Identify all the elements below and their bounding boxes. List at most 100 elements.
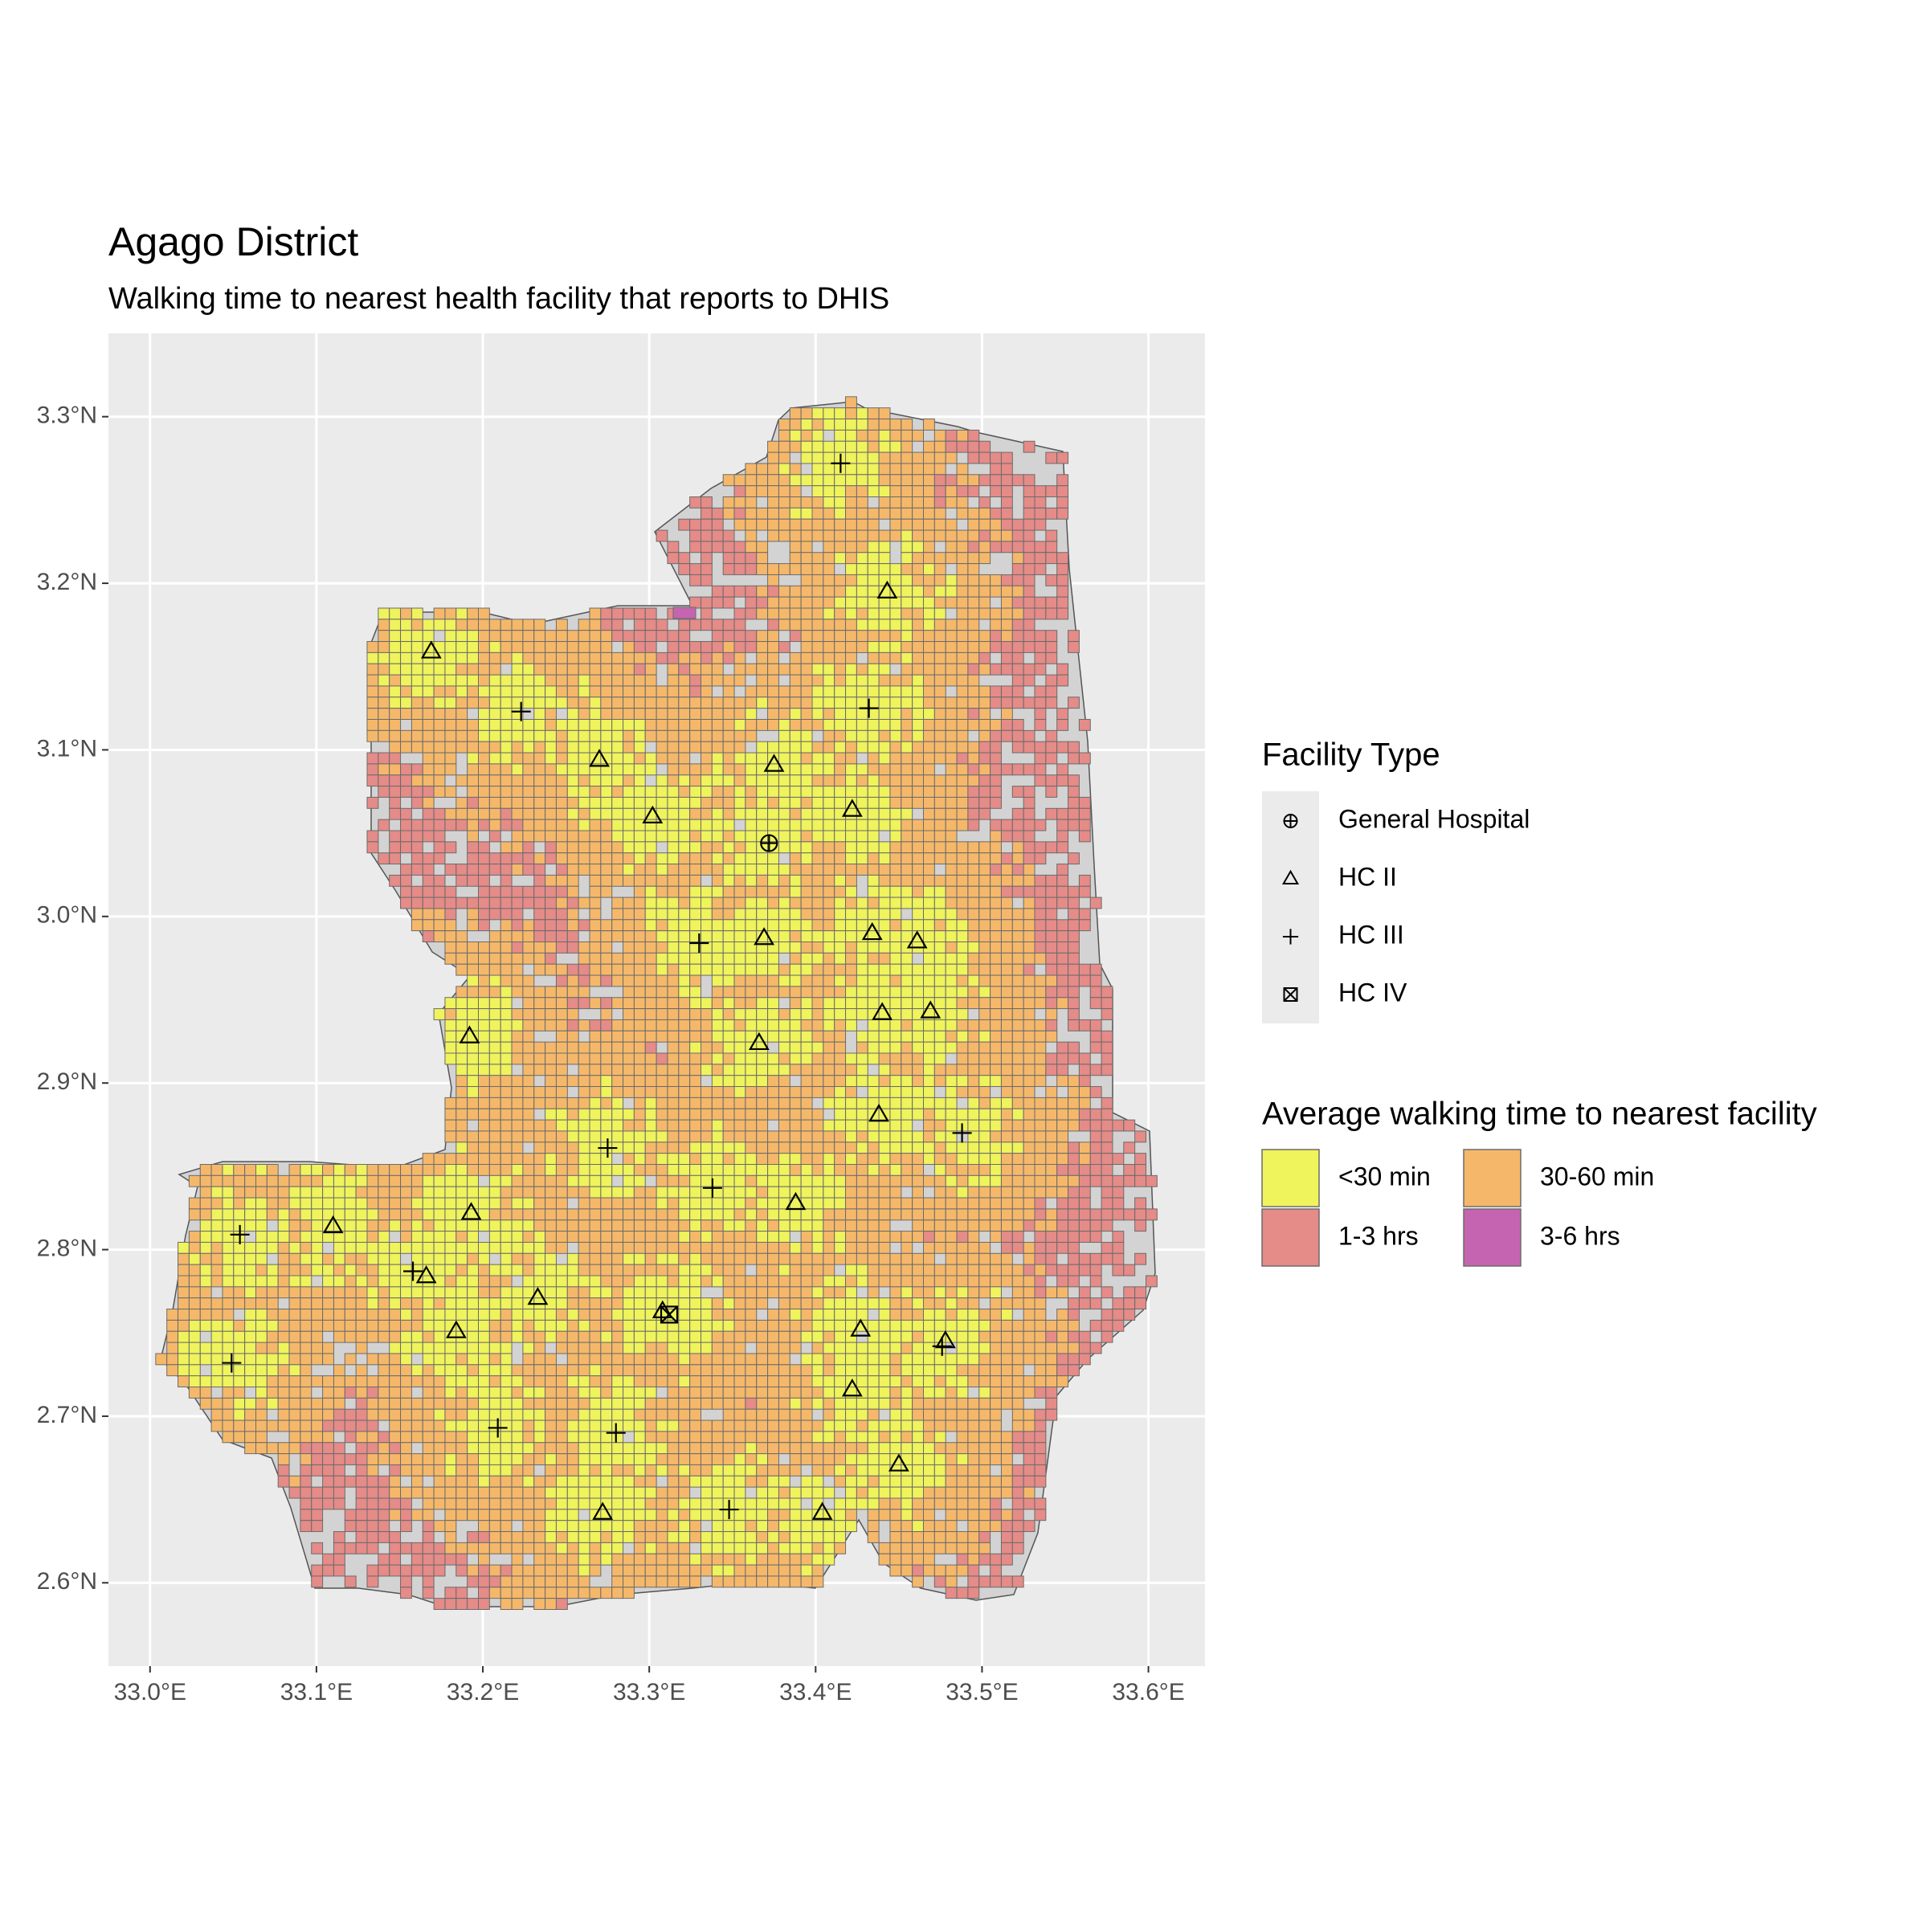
time-cell — [445, 664, 456, 675]
time-cell — [1023, 553, 1035, 564]
time-cell — [1068, 909, 1080, 920]
time-cell — [924, 1354, 935, 1365]
time-cell — [835, 1342, 846, 1354]
time-cell — [1035, 842, 1046, 853]
time-cell — [545, 1387, 557, 1399]
time-cell — [601, 931, 612, 942]
time-cell — [289, 1287, 300, 1298]
time-cell — [578, 730, 590, 741]
time-cell — [712, 664, 723, 675]
time-cell — [934, 619, 946, 631]
time-cell — [823, 664, 835, 675]
time-cell — [500, 1175, 512, 1187]
time-cell — [623, 786, 635, 798]
time-cell — [601, 1365, 612, 1376]
time-cell — [1001, 920, 1012, 931]
time-cell — [745, 1231, 757, 1243]
time-cell — [656, 631, 668, 642]
time-cell — [289, 1331, 300, 1342]
time-cell — [734, 909, 745, 920]
time-cell — [1057, 975, 1068, 986]
time-cell — [957, 1198, 968, 1209]
time-cell — [890, 709, 901, 720]
time-cell — [1146, 1209, 1158, 1220]
time-cell — [512, 1097, 523, 1109]
time-cell — [901, 464, 913, 475]
time-cell — [968, 642, 979, 653]
time-cell — [512, 942, 523, 954]
time-cell — [567, 1165, 578, 1176]
time-cell — [267, 1298, 278, 1309]
time-cell — [757, 1242, 768, 1253]
time-cell — [1012, 909, 1023, 920]
time-cell — [545, 1109, 557, 1120]
time-cell — [1057, 1231, 1068, 1243]
time-cell — [745, 1376, 757, 1387]
time-cell — [901, 1087, 913, 1098]
time-cell — [1046, 608, 1057, 619]
time-cell — [489, 1209, 500, 1220]
time-cell — [534, 797, 545, 808]
time-cell — [512, 730, 523, 741]
time-cell — [256, 1298, 268, 1309]
time-cell — [534, 1120, 545, 1131]
time-cell — [256, 1209, 268, 1220]
time-cell — [1035, 1331, 1046, 1342]
time-cell — [545, 786, 557, 798]
time-cell — [1101, 1165, 1113, 1176]
time-cell — [856, 497, 868, 509]
time-cell — [323, 1309, 334, 1321]
time-cell — [823, 1142, 835, 1154]
time-cell — [745, 931, 757, 942]
time-cell — [623, 864, 635, 876]
time-cell — [378, 1264, 390, 1276]
time-cell — [1001, 909, 1012, 920]
time-cell — [934, 597, 946, 608]
time-cell — [723, 864, 734, 876]
time-cell — [846, 720, 857, 731]
time-cell — [879, 1264, 890, 1276]
time-cell — [601, 730, 612, 741]
time-cell — [823, 464, 835, 475]
time-cell — [1001, 853, 1012, 864]
time-cell — [378, 1198, 390, 1209]
time-cell — [645, 764, 656, 775]
time-cell — [768, 964, 779, 975]
time-cell — [723, 1331, 734, 1342]
time-cell — [991, 998, 1002, 1009]
time-cell — [468, 942, 479, 954]
time-cell — [946, 920, 957, 931]
time-cell — [934, 753, 946, 764]
time-cell — [367, 1376, 378, 1387]
time-cell — [512, 1175, 523, 1187]
time-cell — [333, 1376, 345, 1387]
time-cell — [823, 586, 835, 597]
time-cell — [946, 1087, 957, 1098]
time-cell — [489, 1097, 500, 1109]
time-cell — [934, 586, 946, 597]
time-cell — [300, 1331, 312, 1342]
time-cell — [946, 1242, 957, 1253]
time-cell — [712, 964, 723, 975]
time-cell — [768, 486, 779, 497]
time-cell — [668, 1031, 679, 1042]
time-cell — [411, 642, 423, 653]
time-cell — [500, 1376, 512, 1387]
time-cell — [289, 1187, 300, 1198]
time-cell — [623, 1076, 635, 1087]
time-cell — [1023, 1131, 1035, 1142]
time-cell — [479, 897, 490, 909]
time-cell — [913, 686, 924, 697]
time-cell — [701, 497, 713, 509]
time-cell — [734, 808, 745, 819]
time-cell — [924, 886, 935, 897]
time-cell — [946, 1097, 957, 1109]
time-cell — [1057, 1142, 1068, 1154]
time-cell — [668, 1009, 679, 1020]
time-cell — [578, 1154, 590, 1165]
time-cell — [445, 842, 456, 853]
time-cell — [868, 909, 879, 920]
time-cell — [256, 1398, 268, 1409]
time-cell — [823, 1031, 835, 1042]
time-cell — [701, 1331, 713, 1342]
